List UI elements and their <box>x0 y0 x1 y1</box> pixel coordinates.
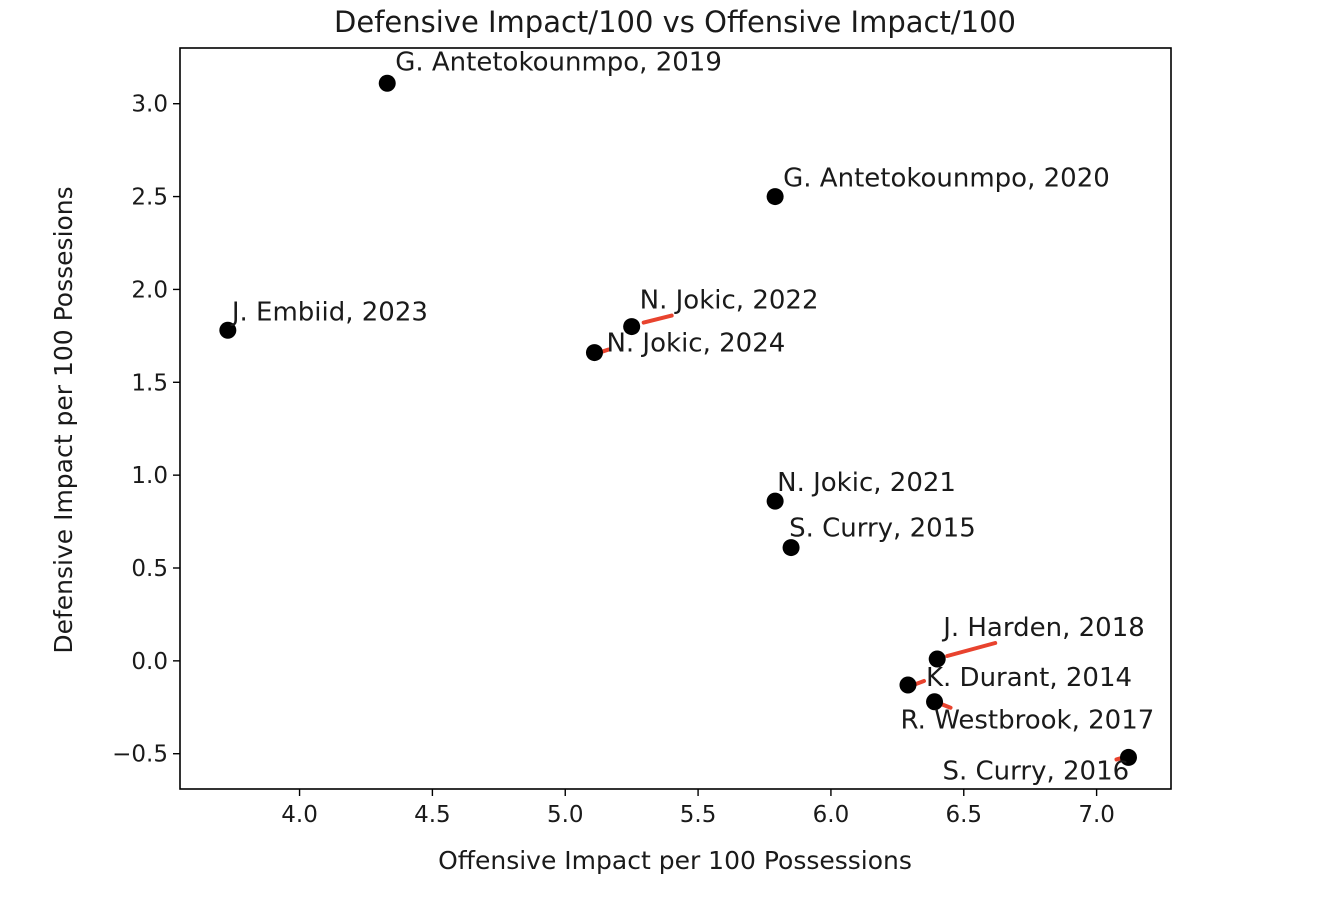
point-label: K. Durant, 2014 <box>926 663 1132 693</box>
point-label: S. Curry, 2015 <box>789 514 976 544</box>
point-label: R. Westbrook, 2017 <box>901 706 1155 736</box>
label-leader-line <box>913 679 926 686</box>
data-point <box>623 318 641 336</box>
data-point <box>1119 748 1137 766</box>
y-tick-label: 0.5 <box>131 556 168 582</box>
y-tick-label: 2.5 <box>131 185 168 211</box>
point-label: J. Harden, 2018 <box>941 613 1145 643</box>
data-points <box>219 74 1137 766</box>
data-point <box>766 492 784 510</box>
y-axis: −0.5 0.0 0.5 1.0 1.5 2.0 2.5 3.0 <box>112 92 180 768</box>
chart-title: Defensive Impact/100 vs Offensive Impact… <box>334 5 1016 39</box>
y-tick-label: 0.0 <box>131 649 168 675</box>
point-label: N. Jokic, 2021 <box>777 468 956 498</box>
data-point <box>899 676 917 694</box>
y-tick-label: 3.0 <box>131 92 168 118</box>
x-tick-label: 4.0 <box>281 802 318 828</box>
data-point <box>219 321 237 339</box>
point-label: J. Embiid, 2023 <box>230 297 428 327</box>
y-tick-label: −0.5 <box>112 742 168 768</box>
data-point <box>766 188 784 206</box>
point-label: S. Curry, 2016 <box>942 756 1129 786</box>
y-tick-label: 1.0 <box>131 463 168 489</box>
point-label: G. Antetokounmpo, 2020 <box>783 164 1110 194</box>
data-point <box>378 74 396 92</box>
label-leader-line <box>641 313 674 325</box>
data-point <box>928 650 946 668</box>
x-axis-label: Offensive Impact per 100 Possessions <box>438 846 912 875</box>
x-tick-label: 7.0 <box>1078 802 1115 828</box>
label-leader-line <box>945 641 998 658</box>
y-tick-label: 2.0 <box>131 277 168 303</box>
y-axis-label: Defensive Impact per 100 Possesions <box>49 186 78 653</box>
point-label: N. Jokic, 2024 <box>606 329 785 359</box>
point-labels: G. Antetokounmpo, 2019 G. Antetokounmpo, … <box>230 47 1154 786</box>
x-axis: 4.0 4.5 5.0 5.5 6.0 6.5 7.0 <box>281 789 1115 828</box>
x-tick-label: 5.0 <box>547 802 584 828</box>
point-label: N. Jokic, 2022 <box>640 286 819 316</box>
x-tick-label: 6.0 <box>813 802 850 828</box>
data-point <box>782 539 800 557</box>
data-point <box>926 693 944 711</box>
x-tick-label: 5.5 <box>680 802 717 828</box>
data-point <box>585 344 603 362</box>
plot-area <box>179 47 1172 790</box>
y-tick-label: 1.5 <box>131 370 168 396</box>
x-tick-label: 4.5 <box>414 802 451 828</box>
x-tick-label: 6.5 <box>945 802 982 828</box>
point-label: G. Antetokounmpo, 2019 <box>395 47 722 77</box>
